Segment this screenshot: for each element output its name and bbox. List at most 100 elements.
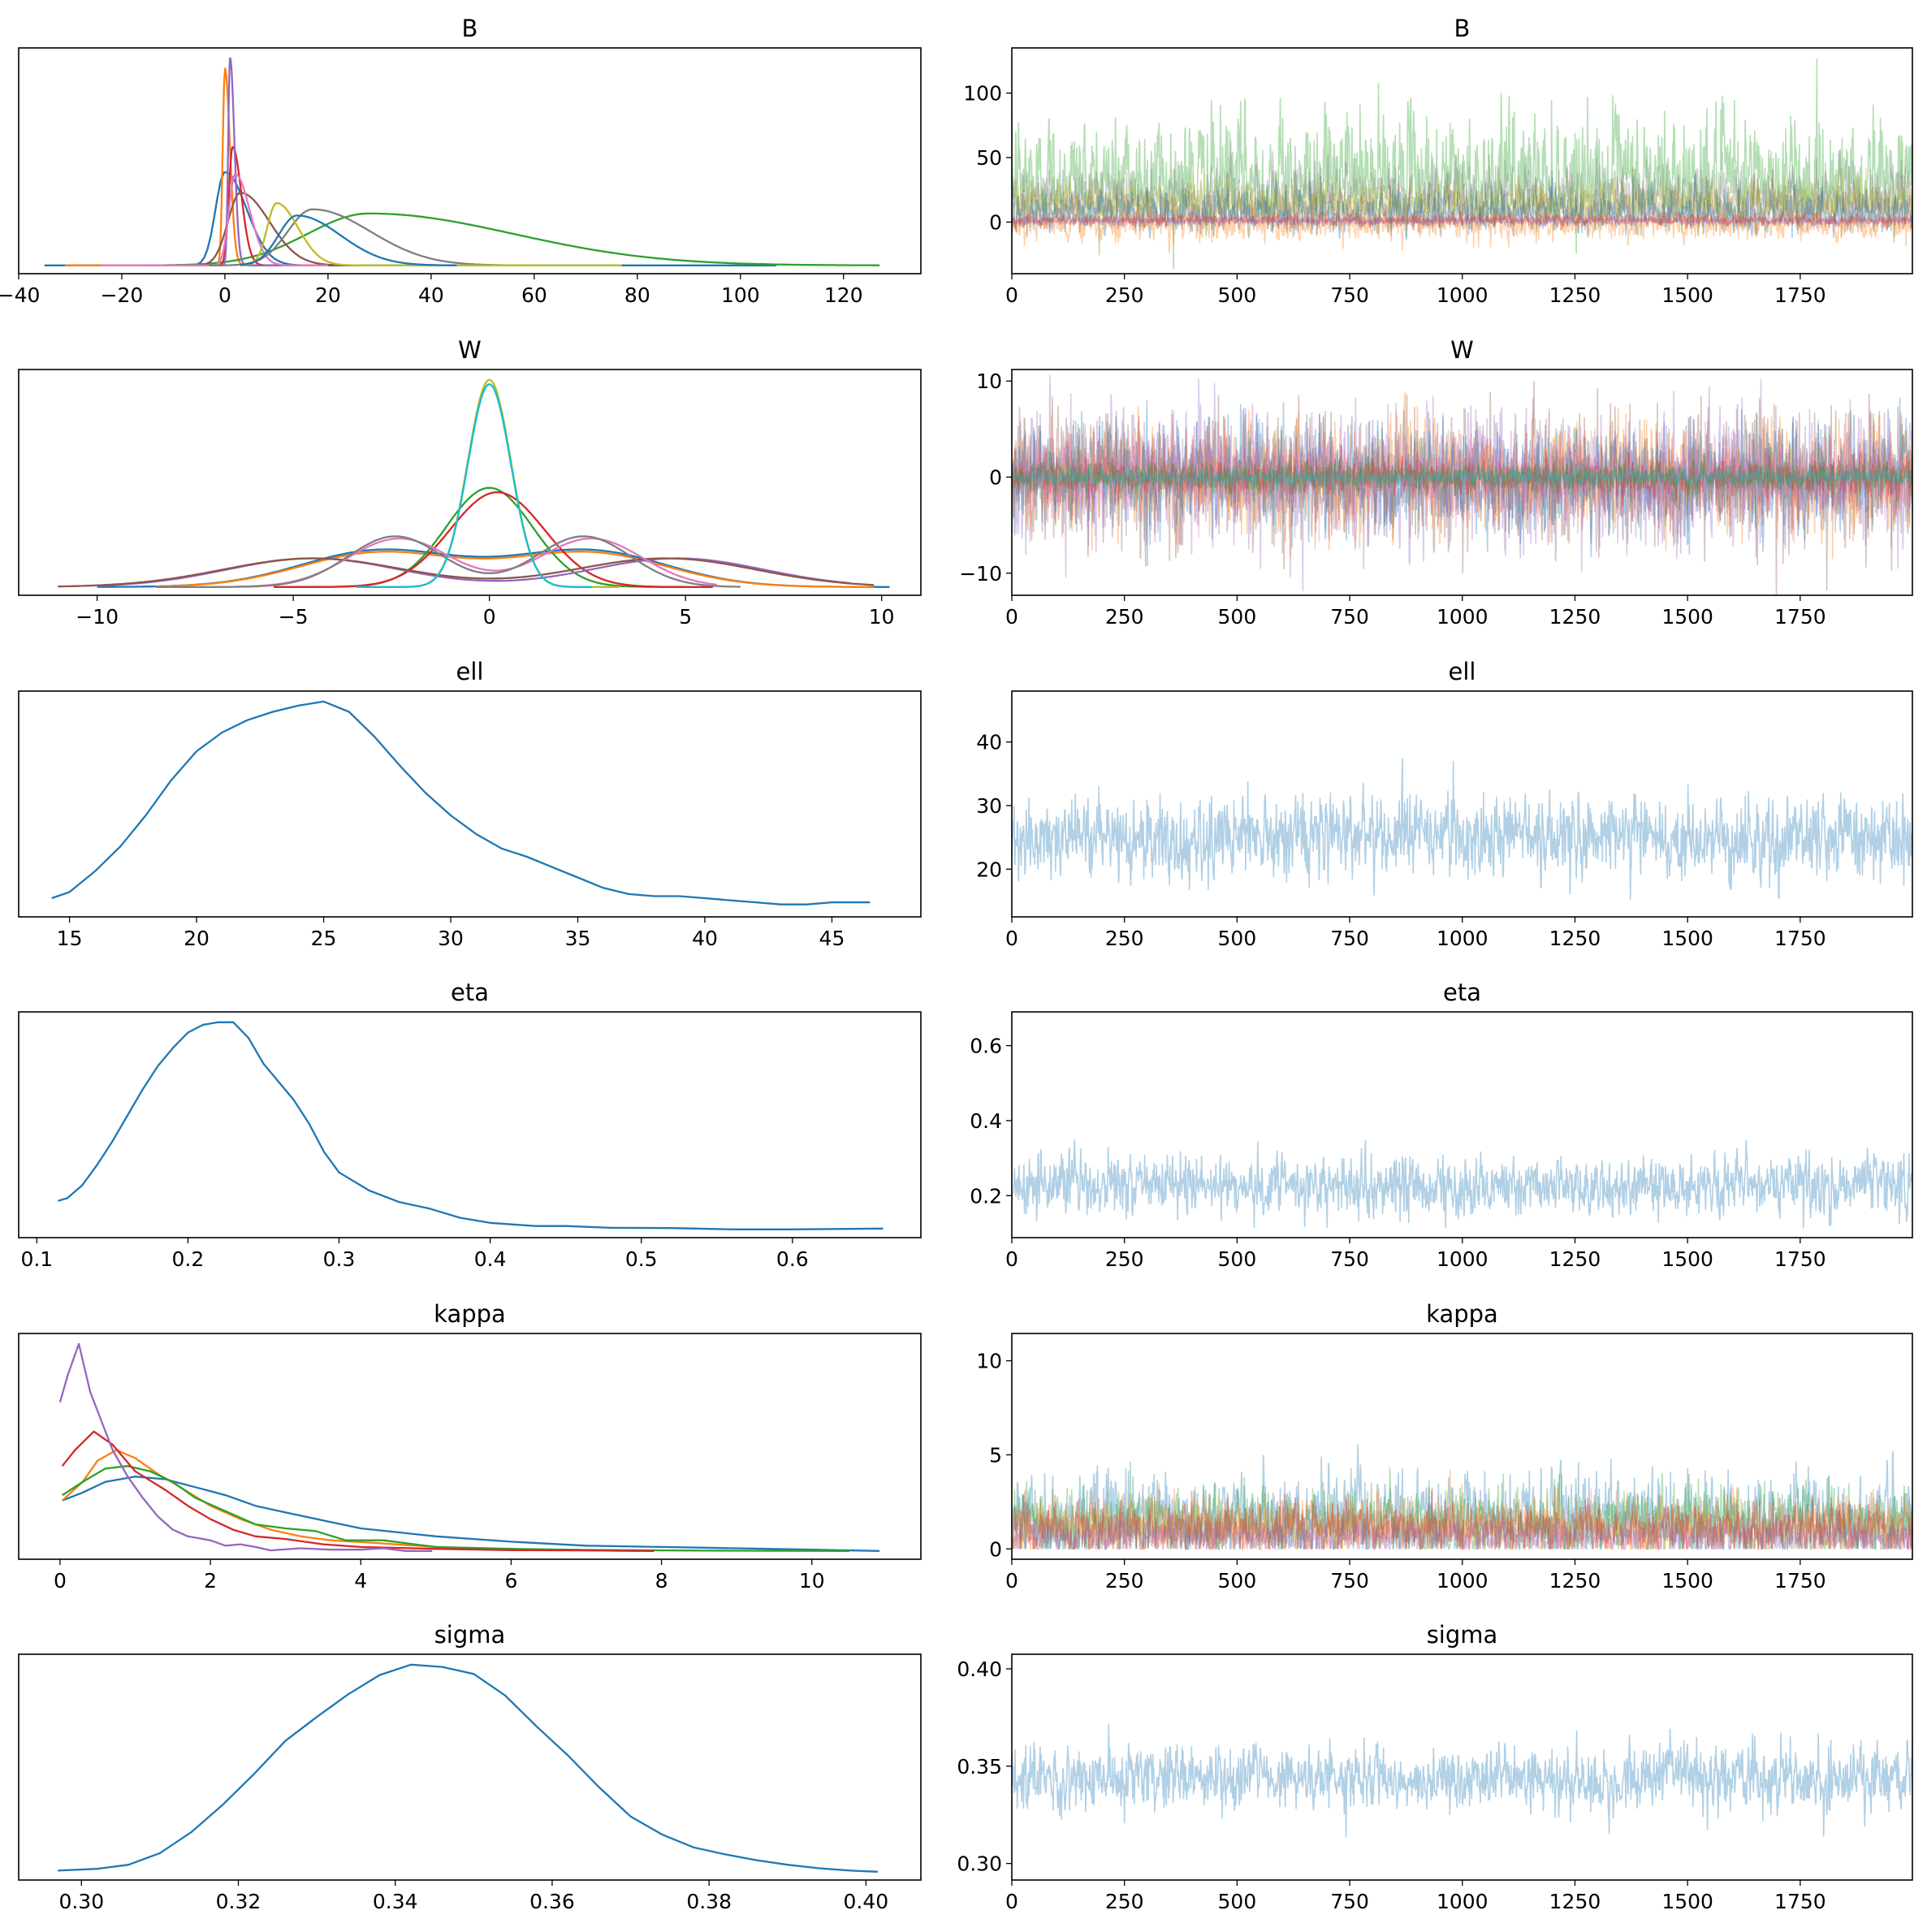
density-ell-xtick-label: 25 xyxy=(311,927,337,950)
trace-line-B[3] xyxy=(1012,210,1912,230)
trace-ell-ytick-label: 40 xyxy=(976,731,1002,754)
density-panel-eta: eta 0.1 0.2 0.3 0.4 0.5 0.6 xyxy=(18,979,922,1271)
trace-ell-xtick-label: 0 xyxy=(1005,927,1018,950)
density-sigma-xtick-label: 0.34 xyxy=(373,1890,418,1913)
trace-B-ytick-label: 100 xyxy=(963,82,1002,106)
density-line-W[3] xyxy=(274,491,713,588)
trace-lines-B xyxy=(1012,58,1912,270)
trace-sigma-xtick-label: 1250 xyxy=(1549,1890,1601,1913)
trace-line-kappa[3] xyxy=(1012,1487,1912,1551)
density-kappa-frame xyxy=(18,1333,922,1560)
density-eta-xtick-label: 0.2 xyxy=(172,1247,205,1271)
density-B-xtick-label: −20 xyxy=(101,283,144,307)
trace-sigma-xtick-label: 500 xyxy=(1218,1890,1257,1913)
trace-ell-xtick-label: 250 xyxy=(1105,927,1144,950)
trace-ell-xtick-label: 750 xyxy=(1330,927,1369,950)
trace-kappa-ytick-label: 0 xyxy=(989,1537,1002,1561)
density-B-xtick-label: 60 xyxy=(521,283,547,307)
density-B-xtick-label: 120 xyxy=(824,283,863,307)
density-W-title: W xyxy=(458,336,482,364)
trace-line-B[4] xyxy=(1012,213,1912,230)
density-panel-kappa: kappa 0 2 4 6 8 10 xyxy=(18,1300,922,1593)
density-sigma-xtick-label: 0.38 xyxy=(686,1890,732,1913)
density-line-kappa[1] xyxy=(61,1449,639,1552)
trace-B-xtick-label: 750 xyxy=(1330,283,1369,307)
trace-eta-title: eta xyxy=(1443,979,1481,1006)
trace-W-ytick-label: 0 xyxy=(989,465,1002,489)
trace-B-xtick-label: 1750 xyxy=(1774,283,1826,307)
density-ell-frame xyxy=(18,690,922,918)
density-eta-frame xyxy=(18,1011,922,1238)
trace-B-xtick-label: 0 xyxy=(1005,283,1018,307)
trace-line-B[2] xyxy=(1012,58,1912,270)
trace-line-W[2] xyxy=(1012,452,1912,502)
trace-ell-xtick-label: 1750 xyxy=(1774,927,1826,950)
trace-B-xtick-label: 1500 xyxy=(1661,283,1713,307)
trace-line-W[1] xyxy=(1012,392,1912,560)
trace-ell-ytick-label: 20 xyxy=(976,858,1002,881)
density-line-B[7] xyxy=(209,208,602,266)
trace-ell-ytick-label: 30 xyxy=(976,794,1002,818)
trace-line-B[5] xyxy=(1012,169,1912,237)
trace-line-B[0] xyxy=(1012,171,1912,240)
trace-lines-W xyxy=(1012,374,1912,595)
trace-eta-xtick-label: 1750 xyxy=(1774,1247,1826,1271)
trace-W-xtick-label: 0 xyxy=(1005,605,1018,629)
trace-ell-xtick-label: 1000 xyxy=(1437,927,1488,950)
trace-eta-frame xyxy=(1011,1011,1913,1238)
trace-B-xtick-label: 1000 xyxy=(1437,283,1488,307)
trace-line-kappa[1] xyxy=(1012,1469,1912,1552)
trace-B-ytick-label: 0 xyxy=(989,210,1002,234)
density-B-xtick-label: 80 xyxy=(624,283,650,307)
density-sigma-xtick-label: 0.32 xyxy=(216,1890,261,1913)
trace-line-eta xyxy=(1012,1139,1912,1229)
density-line-kappa[3] xyxy=(61,1430,655,1552)
density-sigma-xtick-label: 0.30 xyxy=(58,1890,104,1913)
density-W-xtick-label: 5 xyxy=(679,605,692,629)
trace-B-ytick-label: 50 xyxy=(976,146,1002,170)
trace-kappa-xtick-label: 750 xyxy=(1330,1569,1369,1593)
trace-lines-eta xyxy=(1012,1139,1912,1229)
trace-B-title: B xyxy=(1454,15,1471,42)
trace-sigma-xtick-label: 1750 xyxy=(1774,1890,1826,1913)
trace-W-title: W xyxy=(1450,336,1474,364)
density-line-W[2] xyxy=(293,486,686,588)
density-W-frame xyxy=(18,369,922,596)
density-B-frame xyxy=(18,47,922,274)
density-ell-xtick-label: 15 xyxy=(57,927,83,950)
trace-W-xtick-label: 750 xyxy=(1330,605,1369,629)
density-B-title: B xyxy=(462,15,478,42)
density-line-B[1] xyxy=(65,67,328,266)
trace-eta-xtick-label: 750 xyxy=(1330,1247,1369,1271)
trace-sigma-xtick-label: 250 xyxy=(1105,1890,1144,1913)
density-kappa-xtick-label: 4 xyxy=(354,1569,367,1593)
density-sigma-frame xyxy=(18,1653,922,1881)
density-kappa-xtick-label: 2 xyxy=(204,1569,217,1593)
trace-B-xtick-label: 500 xyxy=(1218,283,1257,307)
density-B-xtick-label: 20 xyxy=(315,283,341,307)
density-panel-W: W −10 −5 0 5 10 xyxy=(18,336,922,629)
density-line-ell xyxy=(51,700,871,905)
density-eta-xtick-label: 0.5 xyxy=(625,1247,658,1271)
trace-kappa-title: kappa xyxy=(1426,1300,1498,1328)
density-line-kappa[4] xyxy=(58,1342,433,1552)
trace-kappa-ytick-label: 10 xyxy=(976,1350,1002,1373)
trace-sigma-ytick-label: 0.40 xyxy=(957,1658,1002,1681)
density-kappa-xtick-label: 6 xyxy=(504,1569,517,1593)
trace-line-W[4] xyxy=(1012,374,1912,591)
density-line-B[5] xyxy=(142,192,442,266)
density-kappa-xtick-label: 0 xyxy=(54,1569,67,1593)
trace-eta-xtick-label: 500 xyxy=(1218,1247,1257,1271)
density-sigma-title: sigma xyxy=(434,1621,506,1649)
trace-ell-title: ell xyxy=(1449,658,1476,685)
density-W-xtick-label: 0 xyxy=(483,605,496,629)
density-line-B[9] xyxy=(240,214,457,266)
trace-line-W[6] xyxy=(1012,408,1912,543)
density-panel-B: B −40 −20 0 20 40 60 80 100 120 xyxy=(0,15,922,307)
density-kappa-xtick-label: 8 xyxy=(655,1569,668,1593)
density-B-xtick-label: 100 xyxy=(721,283,760,307)
trace-kappa-xtick-label: 0 xyxy=(1005,1569,1018,1593)
trace-kappa-xtick-label: 1500 xyxy=(1661,1569,1713,1593)
